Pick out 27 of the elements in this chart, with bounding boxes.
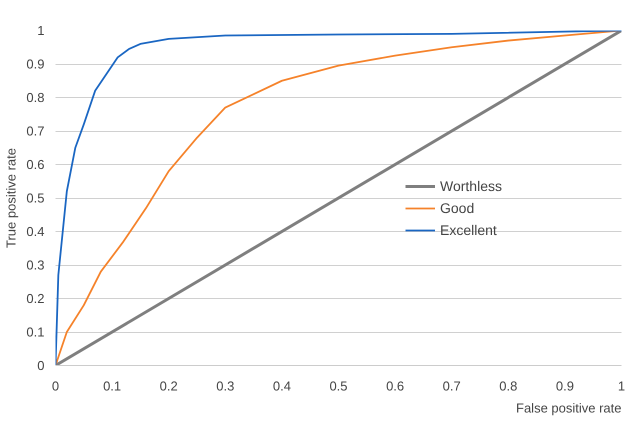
y-tick-label: 0.8 [26,90,45,105]
legend-label: Good [440,200,474,216]
x-tick-label: 0.5 [329,378,348,394]
x-tick-label: 0.9 [556,378,574,394]
y-tick-label: 0.2 [26,291,45,306]
y-tick-label: 1 [37,23,45,38]
y-tick-label: 0.9 [26,56,45,72]
x-tick-label: 0.4 [272,378,291,394]
x-tick-label: 0.2 [160,378,178,394]
x-tick-label: 0.7 [442,378,461,394]
y-tick-label: 0.3 [26,258,45,272]
x-tick-label: 0 [52,378,60,394]
x-tick-label: 0.1 [103,378,122,394]
y-tick-label: 0.1 [26,324,45,340]
y-tick-label: 0 [37,358,45,373]
x-tick-label: 1 [618,378,626,394]
y-tick-label: 0.6 [26,157,45,172]
x-tick-label: 0.8 [499,378,518,394]
x-axis-title: False positive rate [516,400,622,416]
y-axis-title: True positive rate [3,148,18,248]
x-tick-label: 0.6 [386,378,404,394]
y-tick-label: 0.5 [26,190,45,206]
legend-label: Worthless [440,178,502,194]
y-tick-label: 0.7 [26,124,45,138]
legend-label: Excellent [440,222,497,238]
y-tick-label: 0.4 [26,224,45,239]
x-tick-label: 0.3 [216,378,234,394]
